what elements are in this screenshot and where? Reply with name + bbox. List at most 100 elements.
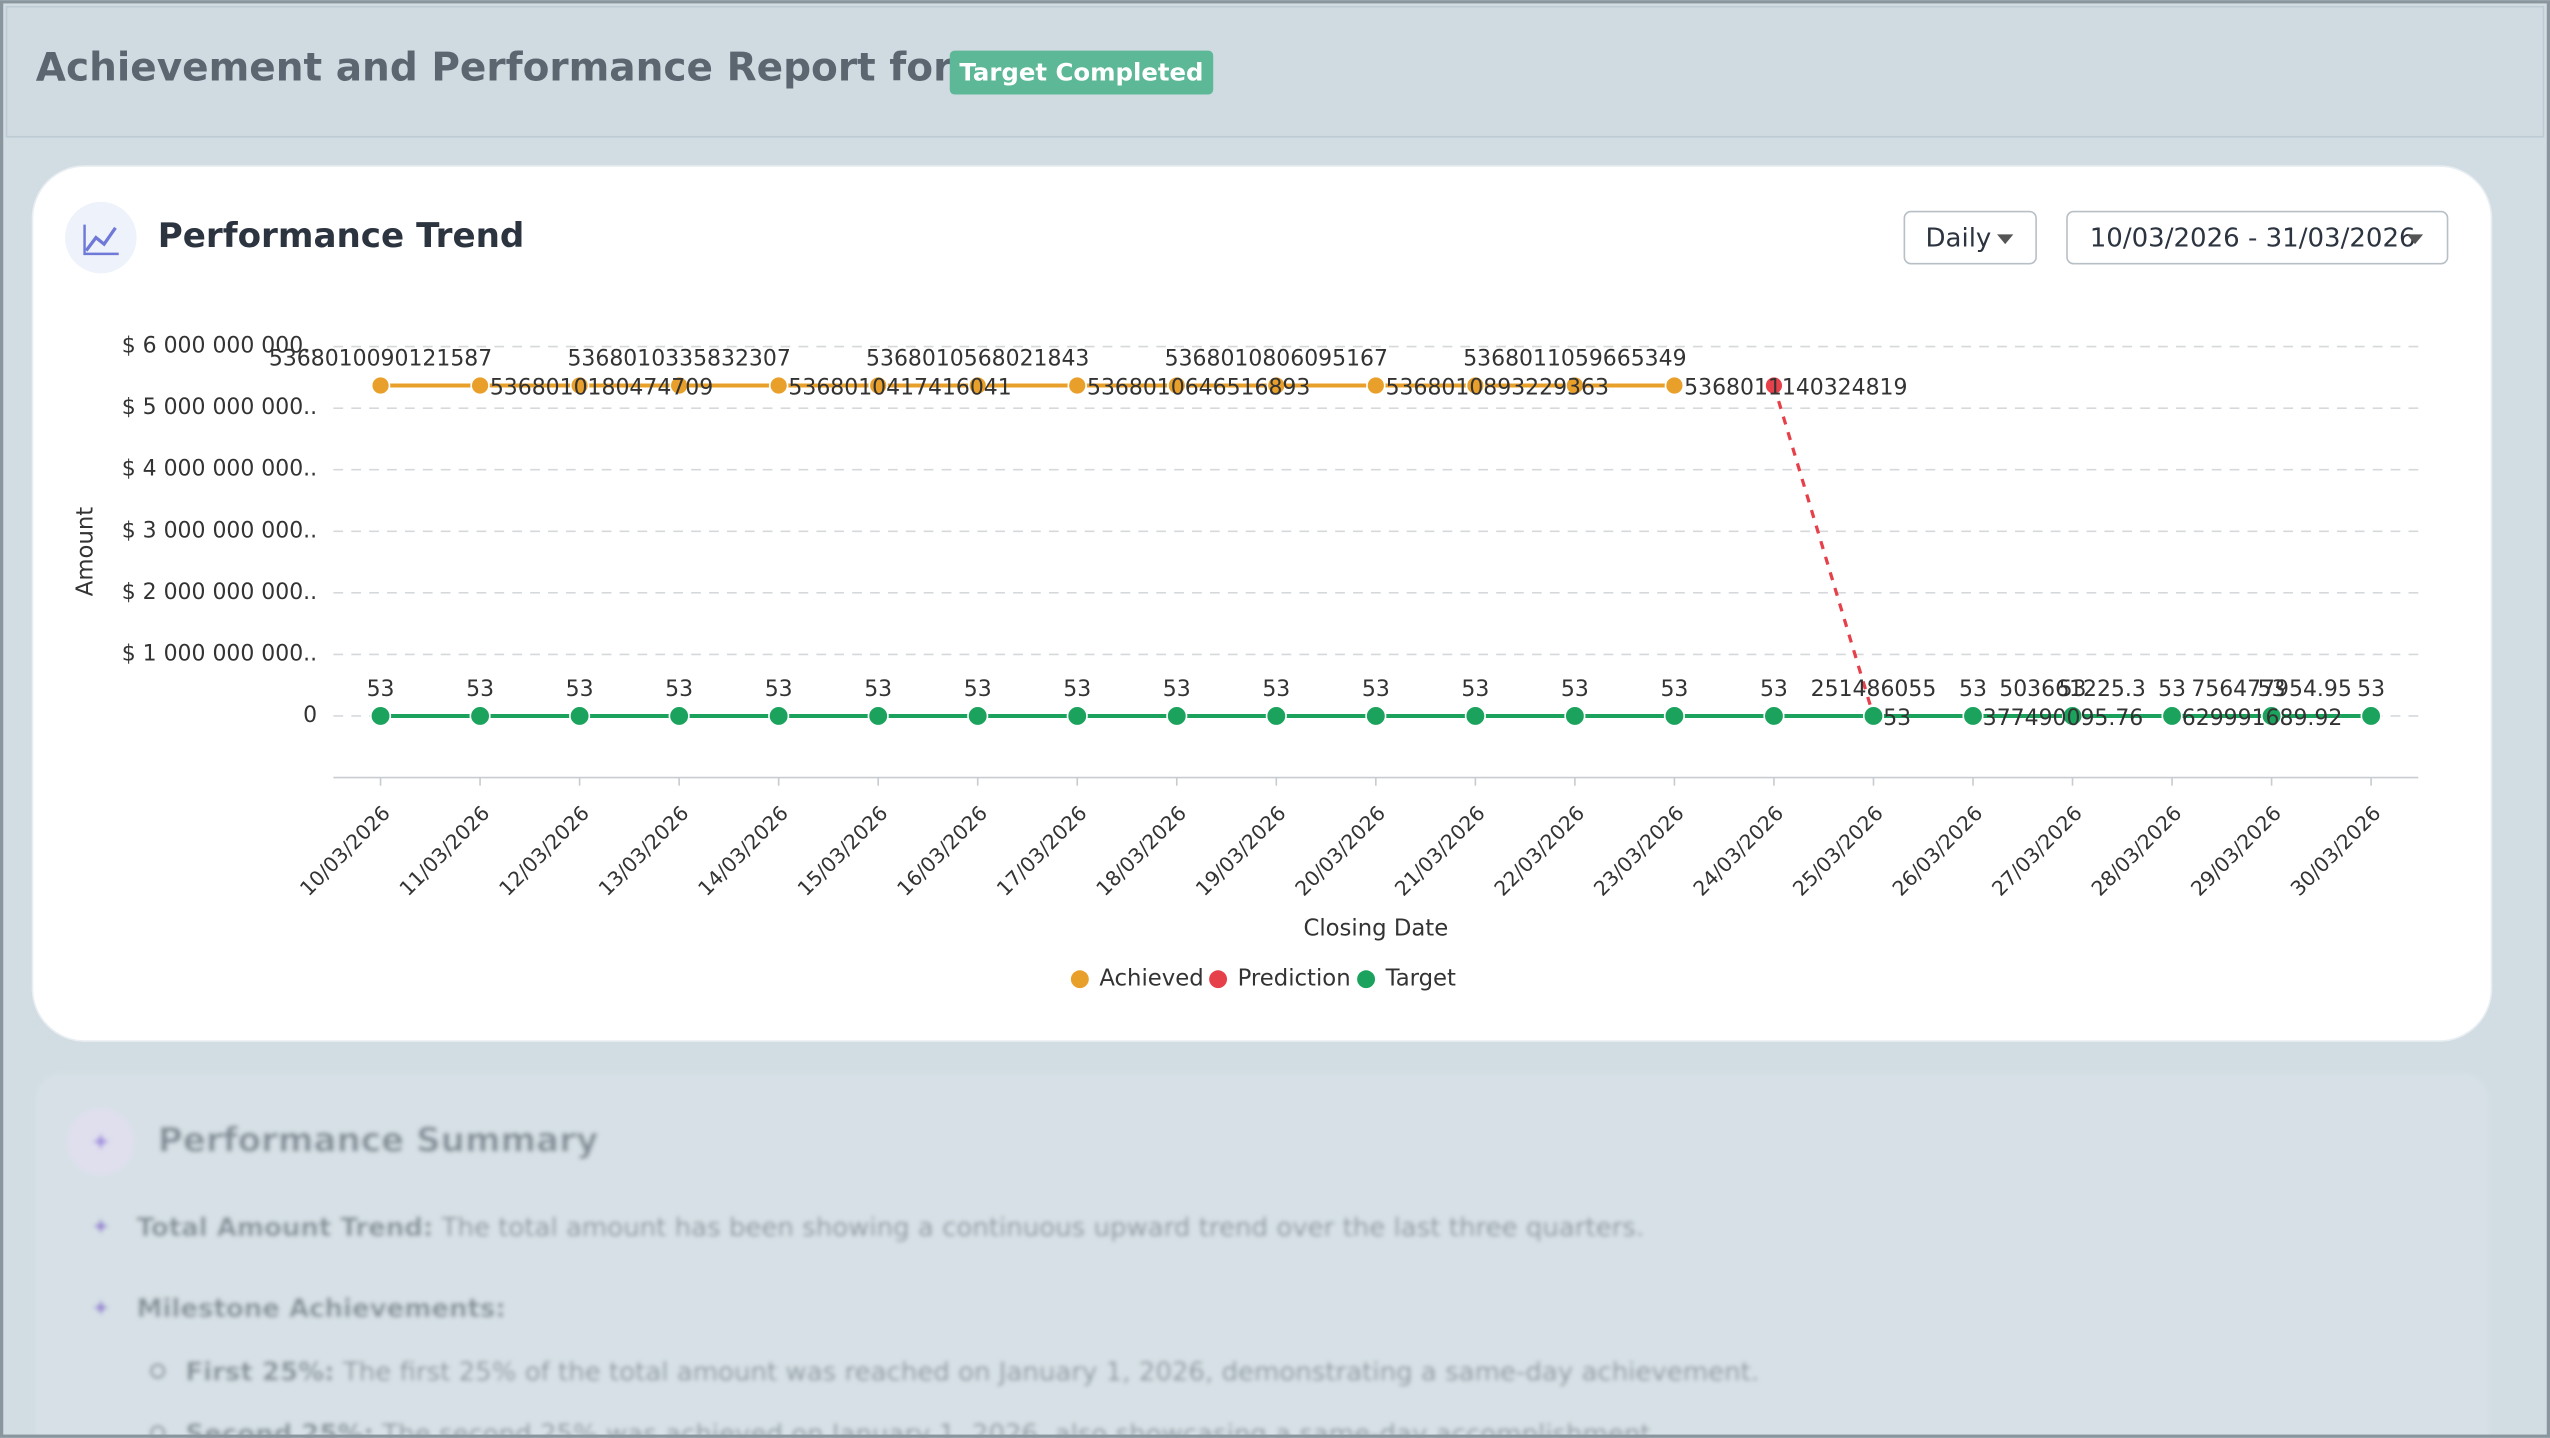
card-title: Performance Trend xyxy=(158,216,525,256)
data-label: 53 xyxy=(466,677,494,702)
data-label: 53 xyxy=(1163,677,1191,702)
data-point xyxy=(1862,705,1885,727)
item-text: The second 25% was achieved on January 1… xyxy=(381,1419,1659,1438)
summary-subitem: First 25%: The first 25% of the total am… xyxy=(185,1357,1759,1387)
data-label: 53 xyxy=(1461,677,1489,702)
data-label: 53 xyxy=(2357,677,2385,702)
y-tick-label: $ 5 000 000 000.. xyxy=(122,395,317,420)
data-label: 5368010417416041 xyxy=(788,376,1011,401)
data-point xyxy=(768,705,790,727)
summary-item: Milestone Achievements: xyxy=(137,1294,506,1324)
data-label: 53 xyxy=(367,677,395,702)
legend-marker xyxy=(1070,970,1089,989)
bullet: ✦ xyxy=(91,1212,111,1241)
data-label: 377490095.76 xyxy=(1983,706,2144,731)
trend-icon-axes xyxy=(83,224,119,256)
badge xyxy=(949,50,1214,95)
range-dropdown[interactable] xyxy=(2066,210,2449,265)
data-point xyxy=(1763,705,1785,727)
legend-label: Achieved xyxy=(1099,966,1203,992)
data-point xyxy=(1167,375,1187,396)
data-point xyxy=(469,705,491,727)
summary-icon xyxy=(66,1107,135,1176)
data-label: 53 xyxy=(1883,706,1911,731)
data-label: 53 xyxy=(566,677,594,702)
data-label: 53 xyxy=(864,677,892,702)
data-point xyxy=(1067,375,1088,396)
bullet: ✦ xyxy=(91,1293,111,1322)
item-text: The total amount has been showing a cont… xyxy=(441,1213,1645,1243)
page-title: Achievement and Performance Report for C… xyxy=(36,46,1055,91)
period-dropdown[interactable] xyxy=(1903,210,2037,265)
data-label: 53 xyxy=(2059,677,2087,702)
summary-title: Performance Summary xyxy=(158,1120,599,1160)
data-point xyxy=(569,375,590,396)
data-label: 53 xyxy=(665,677,693,702)
data-label: 5368010180474709 xyxy=(490,376,713,401)
data-label: 503661225.3 xyxy=(1999,677,2146,702)
legend-marker xyxy=(1209,970,1228,989)
data-point xyxy=(1465,375,1486,396)
x-axis-title: Closing Date xyxy=(1303,915,1448,941)
data-point xyxy=(2360,705,2382,727)
data-label: 5368011059665349 xyxy=(1463,346,1686,371)
data-point xyxy=(668,705,690,727)
data-point xyxy=(1565,375,1585,396)
data-point xyxy=(569,705,591,727)
sub-bullet xyxy=(150,1425,166,1438)
data-label: 251486055 xyxy=(1811,677,1937,702)
y-tick-label: $ 2 000 000 000.. xyxy=(122,580,317,605)
data-label: 5368010646516893 xyxy=(1087,376,1310,401)
y-axis-title: Amount xyxy=(73,507,99,596)
data-point xyxy=(1166,705,1188,727)
period-value[interactable]: Daily xyxy=(1926,224,1992,254)
sub-bullet xyxy=(150,1363,166,1379)
data-label: 5368010568021843 xyxy=(866,346,1089,371)
legend-label: Prediction xyxy=(1238,966,1351,992)
data-point xyxy=(1564,705,1586,727)
data-point xyxy=(2161,705,2183,727)
data-label: 53 xyxy=(1959,677,1987,702)
data-point xyxy=(1265,705,1287,727)
data-label: 53 xyxy=(2158,677,2186,702)
data-point xyxy=(868,375,888,396)
data-point xyxy=(470,375,490,396)
data-point xyxy=(370,375,391,396)
data-label: 53 xyxy=(1262,677,1290,702)
data-point xyxy=(1664,375,1685,396)
item-label: First 25%: xyxy=(185,1357,334,1387)
data-point xyxy=(1764,375,1784,396)
data-label: 53 xyxy=(2258,677,2286,702)
data-point xyxy=(1066,705,1088,727)
data-point xyxy=(369,705,392,727)
data-point xyxy=(2061,705,2084,727)
data-point xyxy=(967,705,989,727)
y-tick-label: $ 4 000 000 000.. xyxy=(122,457,317,482)
data-label: 53 xyxy=(1760,677,1788,702)
data-label: 629991689.92 xyxy=(2182,706,2343,731)
data-point xyxy=(1366,375,1386,396)
data-label: 53 xyxy=(1561,677,1589,702)
data-point xyxy=(1962,705,1984,727)
y-tick-label: $ 3 000 000 000.. xyxy=(122,518,317,543)
data-point xyxy=(669,375,689,396)
range-value[interactable]: 10/03/2026 - 31/03/2026 xyxy=(2090,224,2416,254)
summary-bg xyxy=(35,1073,2489,1438)
data-point xyxy=(1464,705,1486,727)
summary-item: Total Amount Trend: The total amount has… xyxy=(137,1213,1645,1243)
data-point xyxy=(1266,375,1287,396)
badge-text: Target Completed xyxy=(959,57,1203,86)
data-label: 53 xyxy=(765,677,793,702)
data-label: 5368010893229363 xyxy=(1386,376,1609,401)
data-point xyxy=(1365,705,1387,727)
dropdown-arrow xyxy=(2406,234,2424,245)
data-label: 5368010335832307 xyxy=(567,346,790,371)
summary-icon-glyph: ✦ xyxy=(90,1128,112,1158)
item-label: Second 25%: xyxy=(185,1419,374,1438)
dropdown-arrow xyxy=(1997,234,2014,245)
data-label: 5368010090121587 xyxy=(269,346,492,371)
trend-icon xyxy=(84,226,117,252)
